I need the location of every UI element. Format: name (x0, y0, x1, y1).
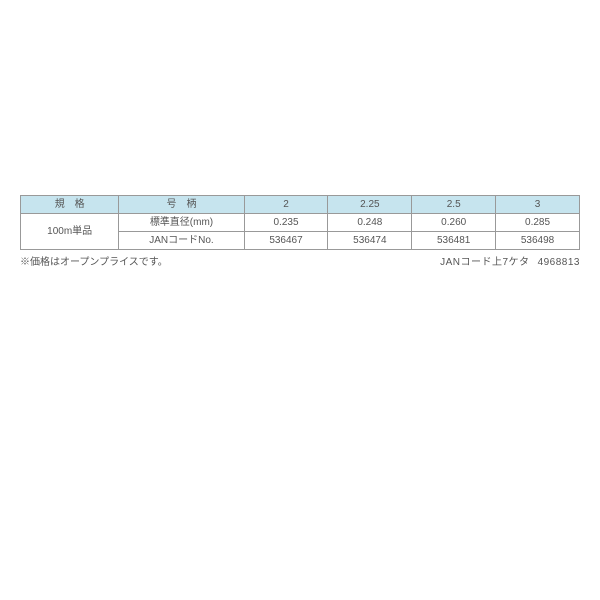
header-val-0: 2 (244, 196, 328, 214)
row-label: 標準直径(mm) (119, 214, 244, 232)
header-val-2: 2.5 (412, 196, 496, 214)
row-val: 536467 (244, 232, 328, 250)
header-val-3: 3 (496, 196, 580, 214)
footer-jan: JANコード上7ケタ 4968813 (440, 253, 580, 268)
row-label: JANコードNo. (119, 232, 244, 250)
row-val: 536481 (412, 232, 496, 250)
row-val: 536498 (496, 232, 580, 250)
table-header-row: 規 格 号 柄 2 2.25 2.5 3 (21, 196, 580, 214)
header-spec: 規 格 (21, 196, 119, 214)
footer: ※価格はオープンプライスです。 JANコード上7ケタ 4968813 (20, 253, 580, 268)
row-val: 0.248 (328, 214, 412, 232)
spec-sheet: 規 格 号 柄 2 2.25 2.5 3 100m単品 標準直径(mm) 0.2… (0, 0, 600, 268)
footer-jan-value: 4968813 (538, 257, 580, 268)
footer-jan-label: JANコード上7ケタ (440, 257, 529, 268)
row-val: 536474 (328, 232, 412, 250)
row-val: 0.260 (412, 214, 496, 232)
spec-table: 規 格 号 柄 2 2.25 2.5 3 100m単品 標準直径(mm) 0.2… (20, 195, 580, 250)
spec-cell: 100m単品 (21, 214, 119, 250)
header-gou: 号 柄 (119, 196, 244, 214)
row-val: 0.235 (244, 214, 328, 232)
header-val-1: 2.25 (328, 196, 412, 214)
row-val: 0.285 (496, 214, 580, 232)
table-row: 100m単品 標準直径(mm) 0.235 0.248 0.260 0.285 (21, 214, 580, 232)
footer-note: ※価格はオープンプライスです。 (20, 253, 168, 268)
